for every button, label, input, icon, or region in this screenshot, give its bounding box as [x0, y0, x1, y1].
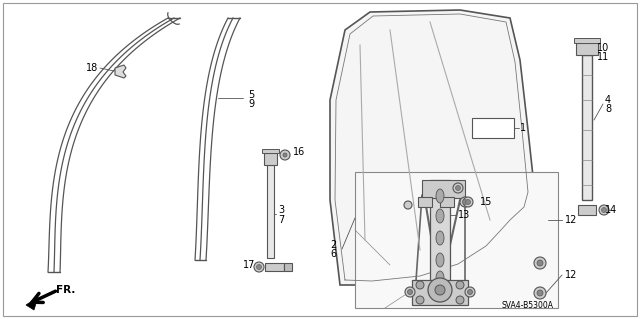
- Circle shape: [537, 260, 543, 266]
- Text: 9: 9: [248, 99, 254, 109]
- Text: 6: 6: [330, 249, 336, 259]
- Text: 12: 12: [565, 270, 577, 280]
- Ellipse shape: [436, 209, 444, 223]
- Polygon shape: [576, 43, 598, 55]
- Circle shape: [465, 199, 470, 204]
- Text: FR.: FR.: [56, 285, 76, 295]
- Circle shape: [534, 287, 546, 299]
- Circle shape: [456, 296, 464, 304]
- Text: 5: 5: [248, 90, 254, 100]
- Polygon shape: [412, 280, 468, 305]
- Text: 16: 16: [293, 147, 305, 157]
- Text: SVA4-B5300A: SVA4-B5300A: [502, 300, 554, 309]
- Text: 4: 4: [605, 95, 611, 105]
- Polygon shape: [330, 10, 535, 285]
- Circle shape: [254, 262, 264, 272]
- Polygon shape: [26, 297, 38, 310]
- Circle shape: [463, 197, 473, 207]
- Circle shape: [405, 287, 415, 297]
- Circle shape: [416, 281, 424, 289]
- Circle shape: [257, 264, 262, 270]
- Circle shape: [453, 183, 463, 193]
- Circle shape: [283, 153, 287, 157]
- Text: 8: 8: [605, 104, 611, 114]
- Circle shape: [465, 287, 475, 297]
- Polygon shape: [262, 149, 279, 153]
- Polygon shape: [355, 172, 558, 308]
- Polygon shape: [582, 55, 592, 200]
- Circle shape: [599, 205, 609, 215]
- Circle shape: [463, 199, 467, 204]
- Text: 10: 10: [597, 43, 609, 53]
- Polygon shape: [115, 65, 126, 78]
- Polygon shape: [440, 197, 454, 207]
- Circle shape: [602, 207, 607, 212]
- Polygon shape: [422, 180, 465, 198]
- Polygon shape: [418, 197, 432, 207]
- Ellipse shape: [436, 231, 444, 245]
- Polygon shape: [430, 180, 450, 285]
- Ellipse shape: [436, 271, 444, 285]
- Text: 15: 15: [480, 197, 492, 207]
- Circle shape: [456, 281, 464, 289]
- Ellipse shape: [436, 253, 444, 267]
- Polygon shape: [578, 205, 596, 215]
- Text: 18: 18: [86, 63, 99, 73]
- Text: 17: 17: [243, 260, 255, 270]
- Circle shape: [435, 285, 445, 295]
- Text: 3: 3: [278, 205, 284, 215]
- Circle shape: [428, 278, 452, 302]
- Polygon shape: [265, 263, 284, 271]
- Circle shape: [467, 290, 472, 294]
- Polygon shape: [264, 153, 277, 165]
- Text: 7: 7: [278, 215, 284, 225]
- Ellipse shape: [436, 189, 444, 203]
- Text: 2: 2: [330, 240, 336, 250]
- Text: 12: 12: [565, 215, 577, 225]
- Text: 14: 14: [605, 205, 617, 215]
- Circle shape: [280, 150, 290, 160]
- Polygon shape: [472, 118, 514, 138]
- Polygon shape: [284, 263, 292, 271]
- Text: 11: 11: [597, 52, 609, 62]
- Text: 13: 13: [458, 210, 470, 220]
- Polygon shape: [574, 38, 600, 43]
- Circle shape: [460, 197, 470, 207]
- Circle shape: [416, 296, 424, 304]
- Circle shape: [456, 186, 461, 190]
- Circle shape: [408, 290, 413, 294]
- Circle shape: [537, 290, 543, 296]
- Text: 1: 1: [520, 123, 526, 133]
- Circle shape: [534, 257, 546, 269]
- Circle shape: [404, 201, 412, 209]
- Polygon shape: [267, 165, 274, 258]
